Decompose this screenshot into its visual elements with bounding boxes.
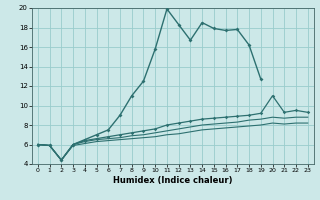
X-axis label: Humidex (Indice chaleur): Humidex (Indice chaleur): [113, 176, 233, 185]
